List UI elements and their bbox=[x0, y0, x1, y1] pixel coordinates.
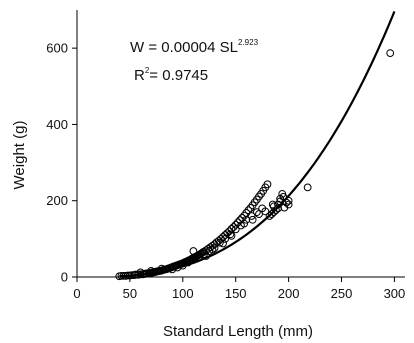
data-point bbox=[189, 247, 198, 255]
data-point bbox=[246, 204, 255, 212]
axes: 0 50 100 150 200 250 300 0 200 400 600 bbox=[46, 10, 405, 301]
x-axis-title: Standard Length (mm) bbox=[163, 323, 313, 340]
fit-curve-group bbox=[119, 11, 396, 278]
data-point bbox=[136, 268, 145, 277]
x-tick-label: 0 bbox=[73, 286, 80, 301]
y-axis-title: Weight (g) bbox=[11, 121, 28, 190]
data-point bbox=[386, 49, 395, 58]
equation-annotation: W = 0.00004 SL2.923 bbox=[130, 38, 259, 56]
equation-exponent: 2.923 bbox=[238, 38, 259, 47]
data-point bbox=[221, 234, 230, 243]
x-tick-label: 100 bbox=[172, 286, 194, 301]
data-point bbox=[208, 245, 217, 254]
r2-annotation: R2= 0.9745 bbox=[134, 66, 208, 84]
data-point bbox=[219, 239, 227, 248]
y-tick-label: 0 bbox=[61, 270, 68, 285]
data-point bbox=[255, 192, 263, 201]
data-point bbox=[248, 215, 257, 224]
data-point bbox=[268, 200, 277, 209]
y-tick-label: 400 bbox=[46, 117, 68, 132]
x-tick-label: 150 bbox=[225, 286, 247, 301]
data-point bbox=[252, 208, 261, 217]
equation-text: W = 0.00004 SL bbox=[130, 39, 238, 56]
data-point bbox=[284, 200, 293, 209]
r2-power: 2 bbox=[145, 66, 150, 75]
data-point bbox=[240, 219, 249, 228]
data-point bbox=[215, 238, 224, 247]
r2-value: = 0.9745 bbox=[149, 67, 208, 84]
y-tick-label: 600 bbox=[46, 41, 68, 56]
data-point bbox=[231, 225, 240, 234]
x-tick-label: 50 bbox=[123, 286, 137, 301]
data-point bbox=[263, 180, 272, 189]
data-point bbox=[303, 183, 312, 192]
data-point bbox=[247, 212, 256, 220]
data-point bbox=[216, 234, 225, 243]
data-point bbox=[240, 211, 249, 220]
data-point bbox=[250, 198, 259, 207]
data-point bbox=[269, 208, 278, 217]
data-point bbox=[255, 210, 263, 218]
x-tick-label: 200 bbox=[278, 286, 300, 301]
data-point bbox=[229, 223, 238, 231]
data-point bbox=[274, 204, 282, 213]
data-point bbox=[244, 206, 253, 215]
x-tick-label: 300 bbox=[384, 286, 406, 301]
data-point bbox=[227, 231, 236, 240]
data-point bbox=[267, 210, 276, 218]
data-point bbox=[226, 230, 235, 239]
data-point bbox=[210, 244, 219, 252]
x-tick-label: 250 bbox=[331, 286, 353, 301]
data-points bbox=[115, 49, 395, 281]
fit-curve bbox=[119, 11, 396, 278]
data-point bbox=[261, 207, 270, 216]
data-point bbox=[231, 220, 240, 229]
r2-label: R bbox=[134, 67, 145, 84]
y-tick-label: 200 bbox=[46, 193, 68, 208]
data-point bbox=[265, 212, 274, 220]
